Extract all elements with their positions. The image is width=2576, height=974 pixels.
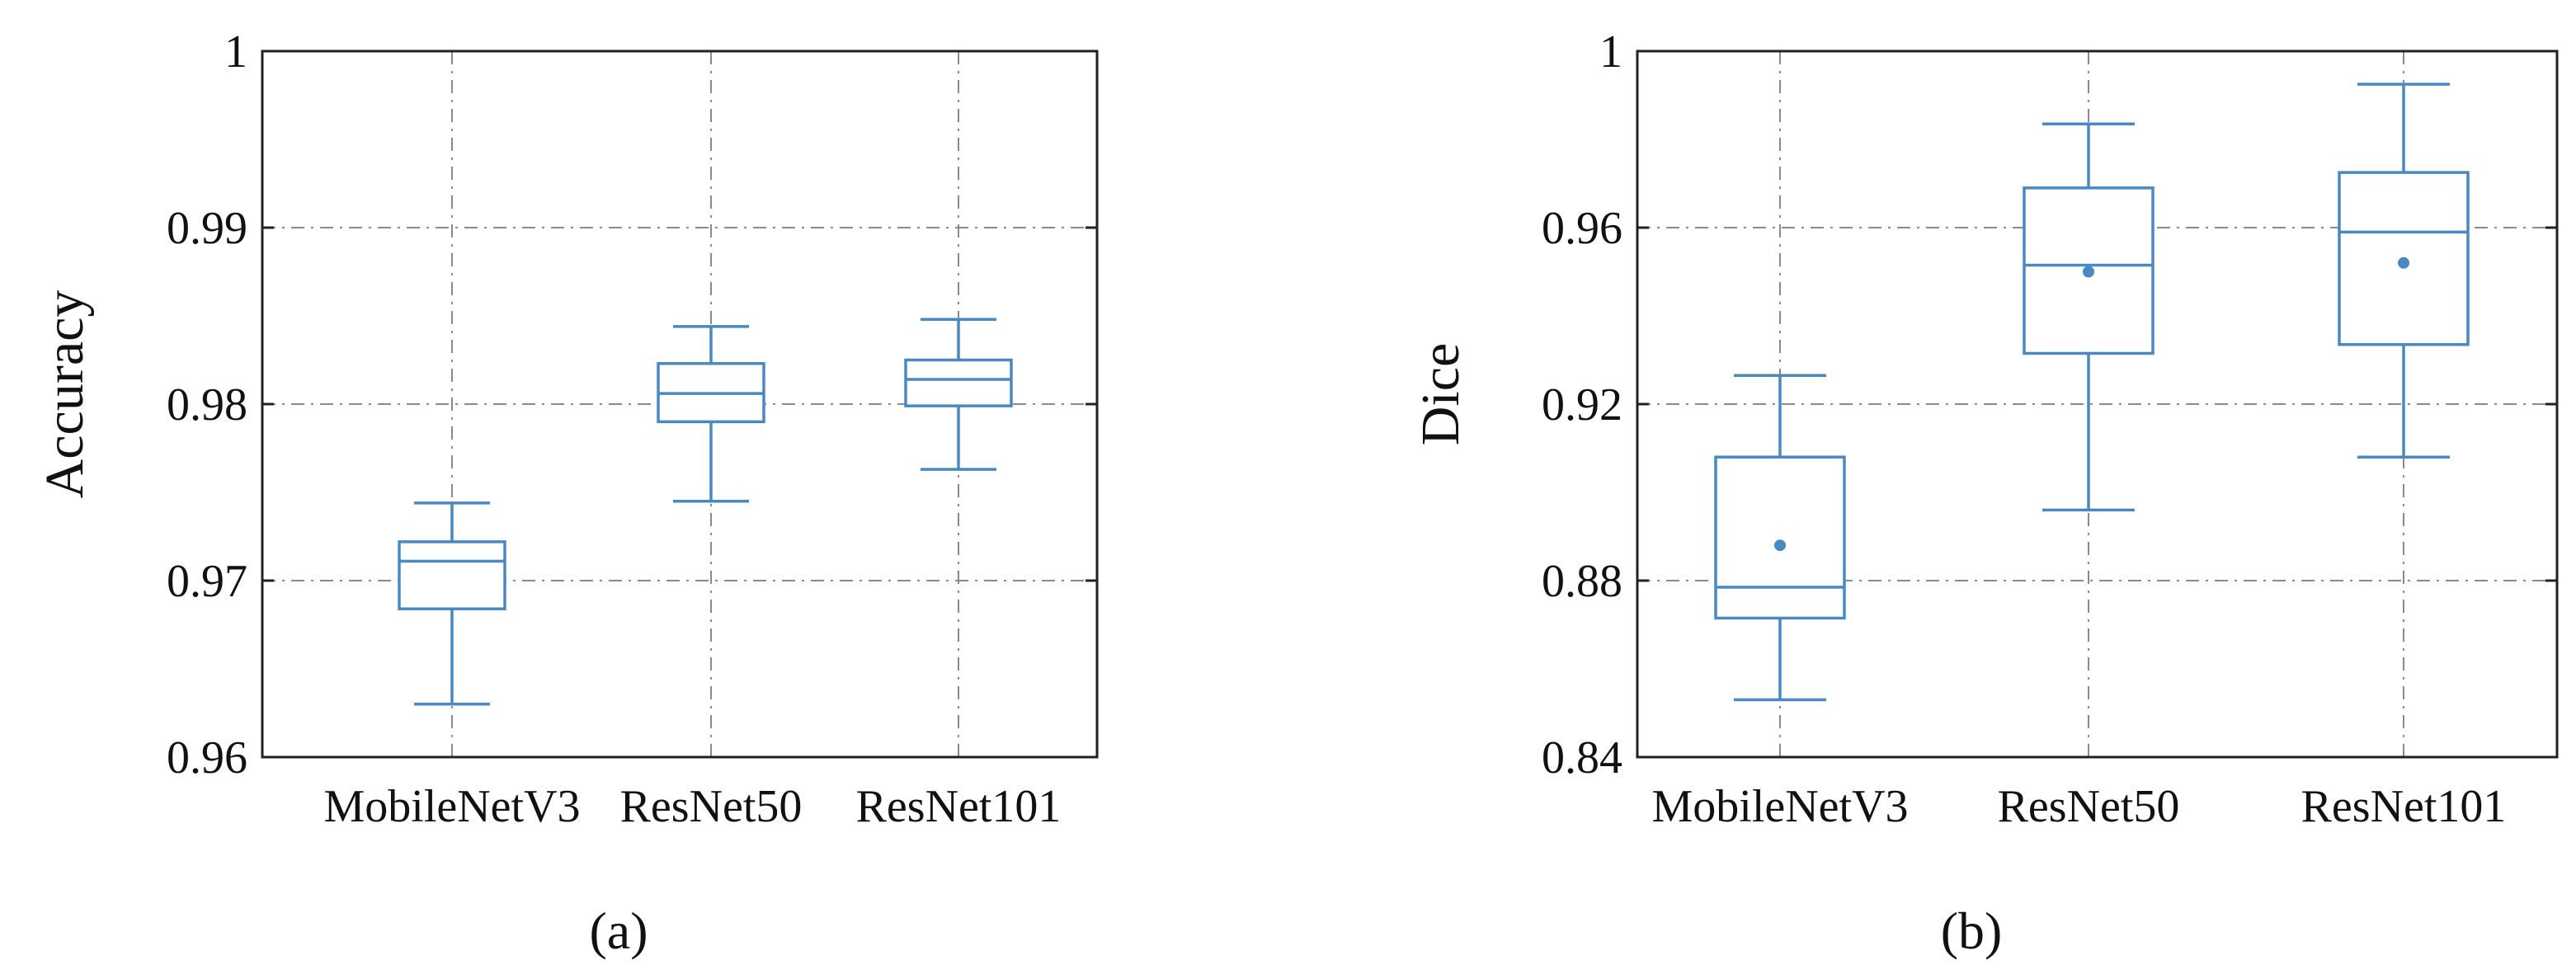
y-tick-label-a: 0.98 [167,379,247,431]
mean-marker [2083,266,2094,278]
y-tick-label-a: 0.99 [167,203,247,254]
x-tick-label-b: ResNet101 [2301,781,2507,832]
y-tick-label-b: 1 [1599,26,1622,78]
box-a-ResNet50 [657,325,765,503]
x-tick-label-a: MobileNetV3 [323,781,580,832]
panel-label-a: (a) [589,901,648,960]
y-tick-label-a: 1 [224,26,247,78]
y-tick-label-b: 0.84 [1542,732,1622,783]
x-tick-label-a: ResNet101 [856,781,1062,832]
box-b-ResNet50 [2023,122,2155,512]
y-tick-label-b: 0.96 [1542,203,1622,254]
box-body [1714,455,1846,620]
panel-b-dice-boxplot: 0.84 0.88 0.92 0.96 1 MobileNetV3 ResNet50 ResN… [1410,26,2559,960]
y-tick-label-b: 0.92 [1542,379,1622,431]
x-tick-label-a: ResNet50 [620,781,803,832]
y-tick-label-a: 0.96 [167,732,247,783]
y-tick-label-a: 0.97 [167,556,247,607]
box-b-MobileNetV3 [1714,374,1846,702]
mean-marker [1774,539,1786,552]
box-a-MobileNetV3 [398,501,506,706]
mean-marker [2398,256,2409,269]
box-body [398,540,506,610]
box-a-ResNet101 [904,318,1013,471]
plot-area-a: 0.96 0.97 0.98 0.99 1 MobileNetV3 ResNet50 ResN… [167,26,1099,832]
box-body [904,358,1013,407]
ylabel-a: Accuracy [35,290,95,499]
box-b-ResNet101 [2338,82,2470,459]
x-tick-label-b: MobileNetV3 [1651,781,1908,832]
panel-label-b: (b) [1941,901,2003,960]
plot-area-b: 0.84 0.88 0.92 0.96 1 MobileNetV3 ResNet50 ResN… [1542,26,2559,832]
ylabel-b: Dice [1410,343,1471,446]
x-tick-label-b: ResNet50 [1998,781,2180,832]
y-tick-label-b: 0.88 [1542,556,1622,607]
panel-a-accuracy-boxplot: 0.96 0.97 0.98 0.99 1 MobileNetV3 ResNet50 ResN… [35,26,1099,960]
